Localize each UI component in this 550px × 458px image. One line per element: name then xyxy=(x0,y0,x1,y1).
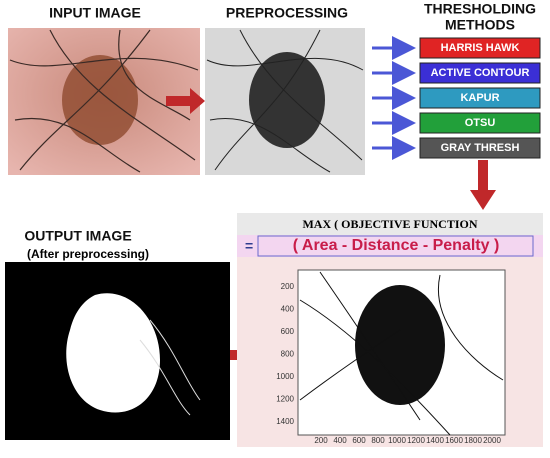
thresholding-title: THRESHOLDING xyxy=(424,1,536,17)
method-label: ACTIVE CONTOUR xyxy=(431,67,530,79)
equals: = xyxy=(245,238,253,254)
method-box xyxy=(419,137,541,159)
x-tick-label: 200 xyxy=(314,436,328,445)
y-tick-label: 1200 xyxy=(276,395,294,404)
output-image xyxy=(5,262,230,440)
x-tick-label: 1600 xyxy=(445,436,463,445)
method-box xyxy=(419,87,541,109)
objective-title: MAX ( OBJECTIVE FUNCTION xyxy=(302,217,477,231)
method-label: OTSU xyxy=(465,117,496,129)
thresholding-title: METHODS xyxy=(445,17,515,33)
x-tick-label: 1800 xyxy=(464,436,482,445)
formula: ( Area - Distance - Penalty ) xyxy=(293,237,500,254)
arrow xyxy=(166,88,205,114)
arrow xyxy=(470,160,496,210)
x-tick-label: 1200 xyxy=(407,436,425,445)
y-tick-label: 1400 xyxy=(276,417,294,426)
output-subtitle: (After preprocessing) xyxy=(27,247,149,261)
y-tick-label: 800 xyxy=(281,350,295,359)
x-tick-label: 800 xyxy=(371,436,385,445)
method-label: KAPUR xyxy=(460,92,499,104)
input-title: INPUT IMAGE xyxy=(49,5,141,21)
y-tick-label: 200 xyxy=(281,282,295,291)
x-tick-label: 400 xyxy=(333,436,347,445)
y-tick-label: 1000 xyxy=(276,372,294,381)
x-tick-label: 1000 xyxy=(388,436,406,445)
method-label: GRAY THRESH xyxy=(441,142,520,154)
method-box xyxy=(419,37,541,59)
output-title: OUTPUT IMAGE xyxy=(24,228,131,244)
method-box xyxy=(419,112,541,134)
methods: HARRIS HAWK ACTIVE CONTOUR KAPUR OTSU GRAY T… xyxy=(372,36,541,160)
x-tick-label: 600 xyxy=(352,436,366,445)
preprocessing-title: PREPROCESSING xyxy=(226,5,348,21)
y-tick-label: 600 xyxy=(281,327,295,336)
x-tick-label: 2000 xyxy=(483,436,501,445)
method-label: HARRIS HAWK xyxy=(441,42,520,54)
method-box xyxy=(419,62,541,84)
preprocessed-image xyxy=(205,28,365,175)
objective-panel: MAX ( OBJECTIVE FUNCTION = ( Area - Dist… xyxy=(237,213,543,447)
y-tick-label: 400 xyxy=(281,305,295,314)
x-tick-label: 1400 xyxy=(426,436,444,445)
